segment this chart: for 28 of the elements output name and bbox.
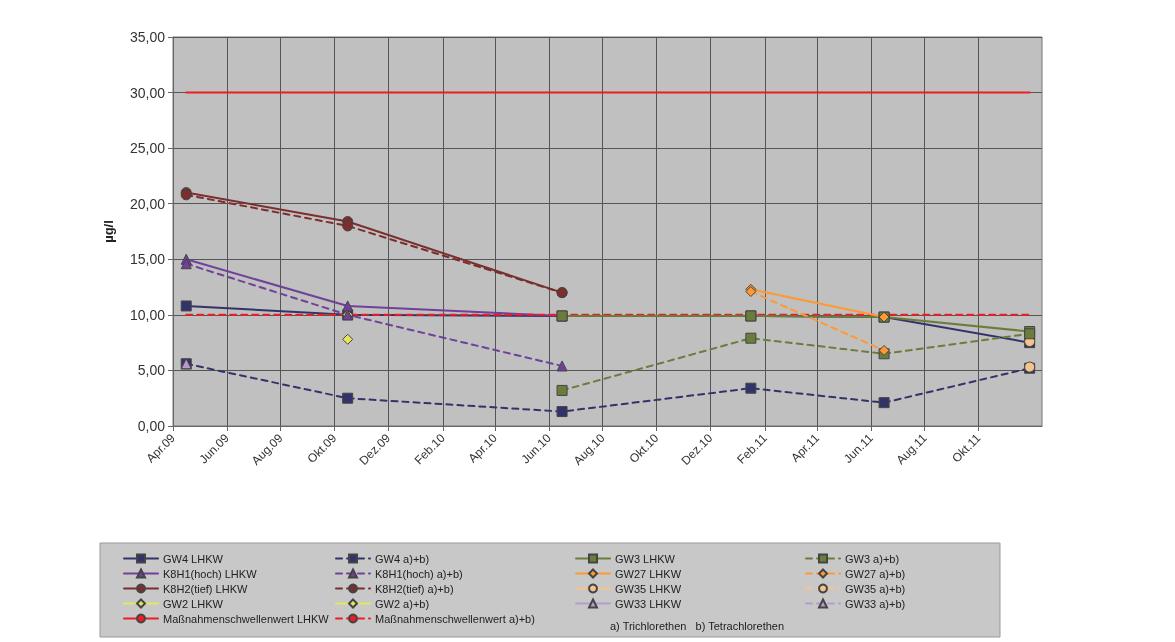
legend-label: GW4 LHKW bbox=[163, 552, 224, 565]
legend-label: K8H1(hoch) a)+b) bbox=[375, 567, 463, 580]
y-tick-label: 0,00 bbox=[137, 418, 166, 434]
y-tick-label: 15,00 bbox=[129, 251, 166, 268]
legend-label: GW4 a)+b) bbox=[375, 552, 430, 565]
legend-label: K8H1(hoch) LHKW bbox=[163, 567, 258, 580]
y-tick-label: 10,00 bbox=[129, 306, 166, 323]
legend-label: GW35 a)+b) bbox=[845, 582, 906, 595]
legend-label: GW33 a)+b) bbox=[845, 597, 906, 610]
y-axis-title: µg/l bbox=[101, 220, 116, 243]
y-tick-label: 35,00 bbox=[129, 29, 166, 45]
text: a) Trichlorethen b) Tetrachlorethen bbox=[610, 619, 785, 632]
legend-label: GW2 LHKW bbox=[163, 597, 224, 610]
legend-label: Maßnahmenschwellenwert a)+b) bbox=[375, 612, 535, 625]
y-tick-label: 25,00 bbox=[129, 140, 166, 157]
legend-label: GW3 a)+b) bbox=[845, 552, 900, 565]
legend-label: GW33 LHKW bbox=[615, 597, 682, 610]
legend-label: GW2 a)+b) bbox=[375, 597, 430, 610]
legend-label: GW3 LHKW bbox=[615, 552, 676, 565]
legend-label: GW27 a)+b) bbox=[845, 567, 906, 580]
y-tick-label: 5,00 bbox=[137, 362, 166, 379]
y-tick-label: 20,00 bbox=[129, 195, 166, 212]
legend-label: Maßnahmenschwellenwert LHKW bbox=[163, 612, 330, 625]
legend-label: GW35 LHKW bbox=[615, 582, 682, 595]
legend-label: K8H2(tief) a)+b) bbox=[375, 582, 454, 595]
legend-label: GW27 LHKW bbox=[615, 567, 682, 580]
legend-label: K8H2(tief) LHKW bbox=[163, 582, 248, 595]
y-tick-label: 30,00 bbox=[129, 84, 166, 101]
